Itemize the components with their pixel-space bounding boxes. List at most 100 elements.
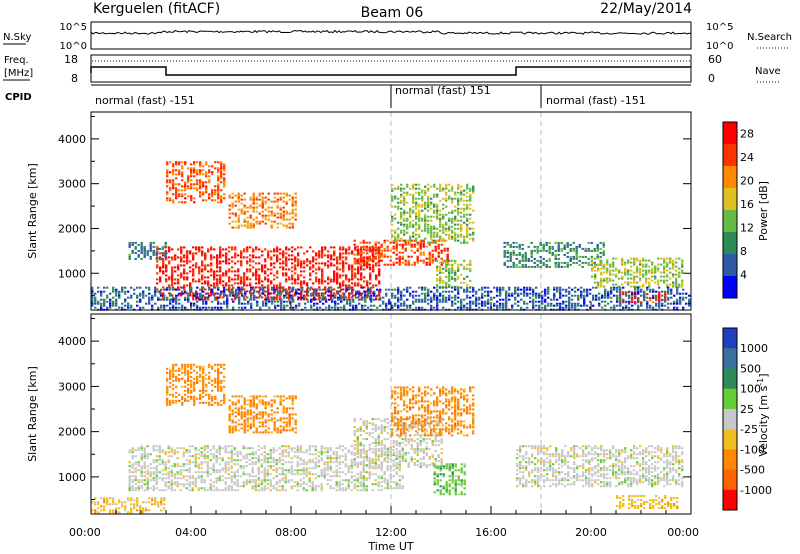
freq-trace [90, 66, 691, 76]
scatter-region [91, 497, 166, 514]
colorbar-swatch [723, 469, 737, 491]
x-tick-label: 20:00 [575, 526, 607, 539]
colorbar-tick-label: -1000 [740, 484, 772, 497]
scatter-region [503, 241, 605, 268]
velocity-panel: 1000 2000 3000 4000 Slant Range [km] 1000 50… [26, 302, 772, 553]
colorbar-frame [722, 121, 738, 299]
colorbar-tick-label: 8 [740, 245, 747, 258]
scatter-region [166, 161, 226, 204]
colorbar-swatch [723, 122, 737, 145]
y-tick-label: 3000 [58, 380, 86, 393]
colorbar-tick-label: -500 [740, 464, 765, 477]
station-title: Kerguelen (fitACF) [93, 1, 220, 17]
freq-label-1: Freq. [4, 55, 29, 66]
y-tick-label: 4000 [58, 133, 86, 146]
scatter-region [616, 495, 679, 509]
scatter-region [166, 363, 226, 406]
freq-label-2: [MHz] [4, 68, 33, 79]
cpid-segment-2: normal (fast) 151 [395, 84, 491, 97]
colorbar-swatch [723, 254, 737, 277]
colorbar-swatch [723, 232, 737, 255]
colorbar-swatch [723, 429, 737, 450]
x-tick-label: 12:00 [375, 526, 407, 539]
nave-label: Nave [755, 66, 781, 77]
time-x-ticks: 00:00 04:00 08:00 12:00 16:00 20:00 00:00 [69, 302, 699, 539]
colorbar-swatch [723, 368, 737, 390]
scatter-region [128, 241, 167, 260]
nave-tick-top: 60 [708, 53, 722, 66]
scatter-region [591, 257, 684, 288]
colorbar-swatch [723, 166, 737, 189]
colorbar-swatch [723, 144, 737, 167]
cpid-row: CPID normal (fast) -151 normal (fast) 15… [5, 84, 691, 108]
scatter-region [391, 183, 475, 244]
power-y-ticks: 1000 2000 3000 4000 [58, 115, 691, 297]
freq-tick-bottom: 8 [71, 72, 78, 85]
colorbar-swatch [723, 348, 737, 369]
colorbar-tick-label: 1000 [740, 342, 768, 355]
colorbar-swatch [723, 489, 737, 511]
colorbar-swatch [723, 449, 737, 471]
colorbar-tick-label: 24 [740, 151, 754, 164]
nsearch-label: N.Search [747, 32, 792, 43]
beam-title: Beam 06 [361, 5, 424, 21]
date-title: 22/May/2014 [600, 1, 692, 17]
nsky-trace [90, 29, 692, 48]
nsearch-tick-top: 10^5 [706, 22, 733, 33]
y-tick-label: 2000 [58, 426, 86, 439]
x-tick-label: 00:00 [69, 526, 101, 539]
scatter-region [433, 463, 466, 496]
scatter-region [128, 445, 404, 492]
velocity-ylabel: Slant Range [km] [26, 366, 39, 462]
power-panel: 1000 2000 3000 4000 Slant Range [km] 4 8 12 16… [26, 111, 770, 311]
colorbar-tick-label: 12 [740, 222, 754, 235]
power-colorbar: 4 8 12 16 20 24 28 [722, 121, 754, 299]
freq-panel: Freq. [MHz] 18 8 60 0 Nave [3, 53, 781, 85]
scatter-region [436, 259, 472, 288]
nave-tick-bottom: 0 [708, 72, 715, 85]
power-colorbar-label: Power [dB] [757, 181, 770, 241]
scatter-region [228, 192, 297, 229]
cpid-segment-3: normal (fast) -151 [546, 94, 646, 107]
nsky-panel: N.Sky 10^5 10^0 10^5 10^0 N.Search [3, 21, 792, 52]
colorbar-swatch [723, 188, 737, 211]
colorbar-swatch [723, 388, 737, 410]
colorbar-tick-label: 25 [740, 403, 754, 416]
scatter-region [353, 418, 443, 469]
scatter-region [391, 386, 475, 437]
velocity-data-layer [91, 314, 684, 514]
colorbar-tick-label: 500 [740, 362, 761, 375]
nsky-tick-top: 10^5 [60, 22, 87, 33]
velocity-y-ticks: 1000 2000 3000 4000 [58, 318, 691, 501]
scatter-region [228, 395, 297, 434]
nsearch-tick-bottom: 10^0 [706, 41, 733, 52]
colorbar-swatch [723, 328, 737, 349]
x-tick-label: 08:00 [275, 526, 307, 539]
colorbar-swatch [723, 408, 737, 430]
cpid-segment-1: normal (fast) -151 [95, 94, 195, 107]
power-ylabel: Slant Range [km] [26, 163, 39, 259]
colorbar-frame [722, 327, 738, 511]
colorbar-tick-label: -100 [740, 443, 765, 456]
nsky-tick-bottom: 10^0 [60, 41, 87, 52]
velocity-colorbar-label: Velocity [m s-1] [756, 373, 770, 456]
colorbar-tick-label: -25 [740, 423, 758, 436]
cpid-label: CPID [5, 92, 32, 103]
scatter-region [516, 445, 684, 488]
power-data-layer [91, 112, 691, 311]
y-tick-label: 3000 [58, 178, 86, 191]
freq-tick-top: 18 [64, 53, 78, 66]
velocity-colorbar: 1000 500 100 25 -25 -100 -500 -1000 [722, 327, 772, 511]
colorbar-tick-label: 16 [740, 198, 754, 211]
nsky-label: N.Sky [3, 32, 31, 43]
scatter-region [353, 239, 449, 266]
x-tick-label: 16:00 [475, 526, 507, 539]
y-tick-label: 2000 [58, 222, 86, 235]
colorbar-swatch [723, 210, 737, 233]
time-xlabel: Time UT [367, 540, 413, 553]
y-tick-label: 1000 [58, 267, 86, 280]
x-tick-label: 04:00 [175, 526, 207, 539]
colorbar-tick-label: 28 [740, 128, 754, 141]
x-tick-label: 00:00 [667, 526, 699, 539]
